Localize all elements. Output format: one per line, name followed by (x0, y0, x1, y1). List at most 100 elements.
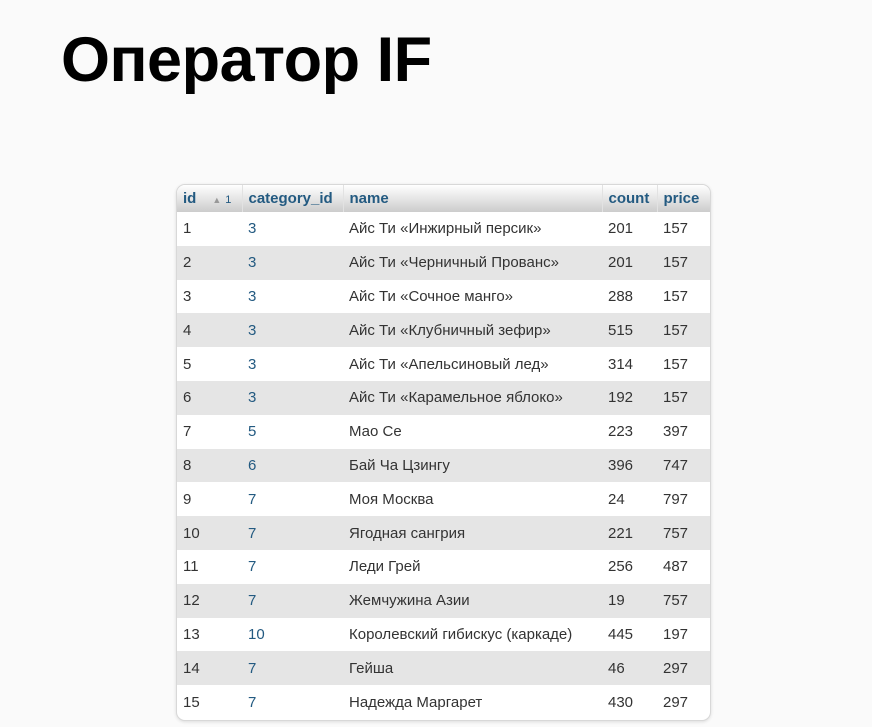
cell-count: 396 (602, 448, 657, 483)
cell-id: 12 (177, 583, 242, 618)
table-row[interactable]: 11 7 Леди Грей 256 487 (177, 550, 710, 584)
cell-id: 9 (183, 490, 192, 508)
cell-category-id: 6 (242, 448, 343, 483)
cell-count: 192 (602, 380, 657, 415)
cell-name: Королевский гибискус (каркаде) (349, 625, 573, 643)
cell-price: 157 (663, 287, 689, 305)
table-row[interactable]: 6 3 Айс Ти «Карамельное яблоко» 192 157 (177, 380, 710, 415)
cell-id: 1 (183, 220, 192, 238)
table-body: 1 3 Айс Ти «Инжирный персик» 201 157 2 3 Айс Ти… (177, 212, 710, 719)
cell-id: 8 (177, 448, 242, 483)
cell-count: 221 (602, 516, 657, 550)
cell-id: 5 (183, 355, 192, 373)
table-row[interactable]: 9 7 Моя Москва 24 797 (177, 482, 710, 516)
cell-count: 288 (608, 287, 634, 305)
cell-name: Айс Ти «Клубничный зефир» (343, 313, 602, 348)
cell-price: 797 (663, 490, 689, 508)
cell-name: Гейша (343, 651, 602, 686)
cell-count: 46 (602, 651, 657, 686)
column-header-price[interactable]: price (657, 185, 710, 212)
table-header-row: id ▲ 1 category_id name count price (177, 185, 710, 212)
table-row[interactable]: 10 7 Ягодная сангрия 221 757 (177, 516, 710, 550)
cell-count: 314 (608, 355, 634, 373)
cell-category-id: 3 (242, 245, 343, 280)
table-row[interactable]: 5 3 Айс Ти «Апельсиновый лед» 314 157 (177, 347, 710, 381)
cell-name: Айс Ти «Апельсиновый лед» (349, 355, 549, 373)
table-row[interactable]: 4 3 Айс Ти «Клубничный зефир» 515 157 (177, 313, 710, 348)
cell-id: 6 (177, 380, 242, 415)
cell-category-id: 7 (242, 583, 343, 618)
cell-count: 201 (602, 245, 657, 280)
cell-name: Айс Ти «Сочное манго» (349, 287, 514, 305)
cell-price: 297 (657, 651, 710, 686)
cell-id: 11 (183, 558, 199, 576)
table-row[interactable]: 8 6 Бай Ча Цзингу 396 747 (177, 448, 710, 483)
cell-price: 157 (663, 220, 689, 238)
cell-category-id: 3 (242, 313, 343, 348)
cell-id: 3 (183, 287, 192, 305)
table-row[interactable]: 12 7 Жемчужина Азии 19 757 (177, 583, 710, 618)
results-table-container: id ▲ 1 category_id name count price 1 3 Айс … (176, 184, 711, 721)
column-header-count[interactable]: count (602, 185, 658, 212)
table-row[interactable]: 14 7 Гейша 46 297 (177, 651, 710, 686)
cell-name: Жемчужина Азии (343, 583, 602, 618)
table-row[interactable]: 3 3 Айс Ти «Сочное манго» 288 157 (177, 280, 710, 314)
cell-category-id: 3 (242, 380, 343, 415)
column-header-category-id[interactable]: category_id (242, 185, 344, 212)
cell-price: 197 (663, 625, 689, 643)
cell-name: Айс Ти «Черничный Прованс» (343, 245, 602, 280)
cell-count: 256 (608, 558, 634, 576)
cell-price: 157 (663, 355, 689, 373)
cell-category-id: 5 (248, 423, 257, 441)
cell-category-id: 7 (248, 693, 257, 711)
cell-category-id: 7 (242, 516, 343, 550)
cell-name: Надежда Маргарет (349, 693, 483, 711)
cell-name: Бай Ча Цзингу (343, 448, 602, 483)
cell-count: 445 (608, 625, 634, 643)
cell-name: Айс Ти «Инжирный персик» (349, 220, 542, 238)
column-header-name[interactable]: name (343, 185, 603, 212)
cell-id: 13 (183, 625, 200, 643)
cell-price: 157 (657, 313, 710, 348)
cell-category-id: 3 (248, 220, 257, 238)
table-row[interactable]: 1 3 Айс Ти «Инжирный персик» 201 157 (177, 212, 710, 246)
cell-category-id: 7 (248, 558, 257, 576)
cell-count: 24 (608, 490, 625, 508)
cell-id: 10 (177, 516, 242, 550)
cell-count: 201 (608, 220, 634, 238)
cell-category-id: 3 (248, 287, 257, 305)
column-header-id[interactable]: id ▲ 1 (177, 185, 243, 212)
cell-id: 7 (183, 423, 192, 441)
cell-price: 297 (663, 693, 689, 711)
table-row[interactable]: 7 5 Мао Се 223 397 (177, 415, 710, 449)
table-row[interactable]: 15 7 Надежда Маргарет 430 297 (177, 685, 710, 719)
cell-id: 4 (177, 313, 242, 348)
cell-category-id: 7 (248, 490, 257, 508)
cell-count: 430 (608, 693, 634, 711)
cell-id: 2 (177, 245, 242, 280)
cell-price: 157 (657, 245, 710, 280)
cell-id: 14 (177, 651, 242, 686)
cell-count: 19 (602, 583, 657, 618)
cell-price: 397 (663, 423, 689, 441)
sort-ascending-icon[interactable]: ▲ (212, 195, 222, 205)
table-row[interactable]: 13 10 Королевский гибискус (каркаде) 445 197 (177, 618, 710, 652)
cell-name: Леди Грей (349, 558, 421, 576)
page-title: Оператор IF (61, 25, 432, 95)
column-header-id-label[interactable]: id (183, 190, 197, 207)
cell-name: Айс Ти «Карамельное яблоко» (343, 380, 602, 415)
cell-count: 223 (608, 423, 634, 441)
cell-price: 757 (657, 583, 710, 618)
cell-price: 747 (657, 448, 710, 483)
results-table: id ▲ 1 category_id name count price 1 3 Айс … (177, 185, 710, 719)
table-row[interactable]: 2 3 Айс Ти «Черничный Прованс» 201 157 (177, 245, 710, 280)
cell-category-id: 3 (248, 355, 257, 373)
cell-name: Мао Се (349, 423, 402, 441)
cell-name: Моя Москва (349, 490, 434, 508)
sort-order-number: 1 (225, 194, 232, 206)
cell-id: 15 (183, 693, 200, 711)
cell-category-id: 7 (242, 651, 343, 686)
cell-price: 157 (657, 380, 710, 415)
cell-category-id: 10 (248, 625, 265, 643)
cell-price: 487 (663, 558, 689, 576)
